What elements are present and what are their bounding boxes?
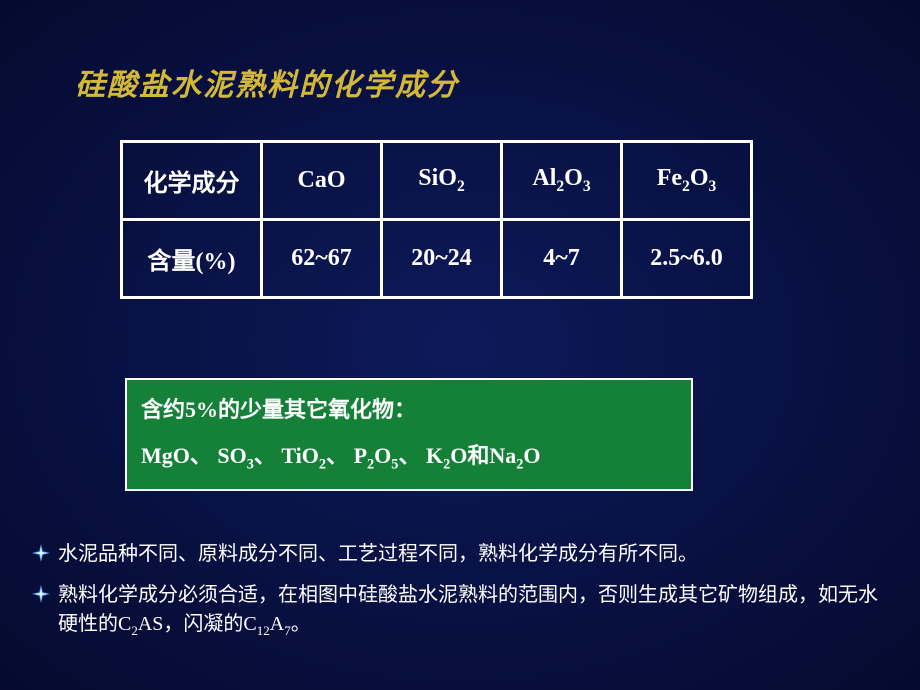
header-cell-sio2: SiO2 [382,142,502,220]
bullet-text: 水泥品种不同、原料成分不同、工艺过程不同，熟料化学成分有所不同。 [58,540,698,569]
data-cell-al2o3: 4~7 [502,220,622,298]
bullet-text: 熟料化学成分必须合适，在相图中硅酸盐水泥熟料的范围内，否则生成其它矿物组成，如无… [58,581,890,641]
data-cell-fe2o3: 2.5~6.0 [622,220,752,298]
table-data-row: 含量(%) 62~67 20~24 4~7 2.5~6.0 [122,220,752,298]
other-oxides-line1: 含约5%的少量其它氧化物： [141,392,677,424]
star-icon [30,542,52,569]
bullet-list: 水泥品种不同、原料成分不同、工艺过程不同，熟料化学成分有所不同。熟料化学成分必须… [30,540,890,653]
other-oxides-compounds: MgO、 SO3、 TiO2、 P2O5、 K2O和Na2O [141,438,677,473]
data-cell-cao: 62~67 [262,220,382,298]
header-cell-al2o3: Al2O3 [502,142,622,220]
header-cell-cao: CaO [262,142,382,220]
table-header-row: 化学成分 CaO SiO2 Al2O3 Fe2O3 [122,142,752,220]
data-cell-sio2: 20~24 [382,220,502,298]
data-cell-label: 含量(%) [122,220,262,298]
other-oxides-box: 含约5%的少量其它氧化物： MgO、 SO3、 TiO2、 P2O5、 K2O和… [125,378,693,491]
slide-title: 硅酸盐水泥熟料的化学成分 [75,60,459,104]
composition-table: 化学成分 CaO SiO2 Al2O3 Fe2O3 含量(%) 62~67 20… [120,140,753,299]
bullet-item: 熟料化学成分必须合适，在相图中硅酸盐水泥熟料的范围内，否则生成其它矿物组成，如无… [30,581,890,641]
header-cell-label: 化学成分 [122,142,262,220]
header-cell-fe2o3: Fe2O3 [622,142,752,220]
bullet-item: 水泥品种不同、原料成分不同、工艺过程不同，熟料化学成分有所不同。 [30,540,890,569]
star-icon [30,583,52,610]
